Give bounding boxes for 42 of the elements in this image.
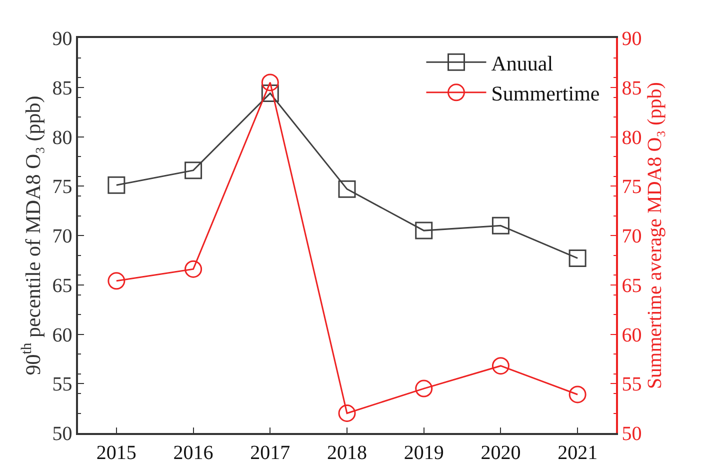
y-tick-label: 55 <box>52 374 72 396</box>
y-tick-label: 65 <box>52 274 72 297</box>
point <box>415 380 433 398</box>
y2-axis-title: Summertime average MDA8 O₃ (ppb) <box>644 82 666 389</box>
point <box>492 357 510 375</box>
legend-label: Summertime <box>491 82 600 106</box>
y-tick-label: 90 <box>52 28 72 50</box>
y2-tick-label: 85 <box>622 77 642 100</box>
point <box>492 216 510 234</box>
y-tick-label: 85 <box>52 77 72 100</box>
x-tick-label: 2016 <box>173 442 214 464</box>
x-tick-label: 2018 <box>327 442 367 464</box>
y2-tick-label: 60 <box>622 324 642 346</box>
y2-tick-label: 90 <box>622 28 642 50</box>
legend-label: Anuual <box>491 51 554 76</box>
point <box>568 386 586 404</box>
x-tick-label: 2015 <box>96 442 136 464</box>
point <box>338 180 356 198</box>
point <box>261 84 279 102</box>
x-tick-label: 2019 <box>404 442 444 464</box>
y2-tick-label: 50 <box>622 423 642 445</box>
point <box>184 260 202 278</box>
y2-tick-label: 75 <box>622 176 642 198</box>
point <box>108 176 126 194</box>
y2-tick-label: 65 <box>622 274 642 297</box>
point <box>261 74 279 92</box>
point <box>108 272 126 290</box>
point <box>568 249 586 267</box>
y2-tick-label: 80 <box>622 126 642 149</box>
y-tick-label: 80 <box>52 126 72 149</box>
y-tick-label: 75 <box>52 176 72 198</box>
x-tick-label: 2021 <box>558 442 598 464</box>
point <box>184 162 202 180</box>
y-tick-label: 60 <box>52 324 72 346</box>
y-tick-label: 50 <box>52 423 72 445</box>
y2-tick-label: 55 <box>622 374 642 396</box>
x-tick-label: 2017 <box>250 442 290 464</box>
point <box>415 222 433 240</box>
y-tick-label: 70 <box>52 226 72 248</box>
x-tick-label: 2020 <box>480 442 521 464</box>
y2-tick-label: 70 <box>622 226 642 248</box>
point <box>338 404 356 422</box>
